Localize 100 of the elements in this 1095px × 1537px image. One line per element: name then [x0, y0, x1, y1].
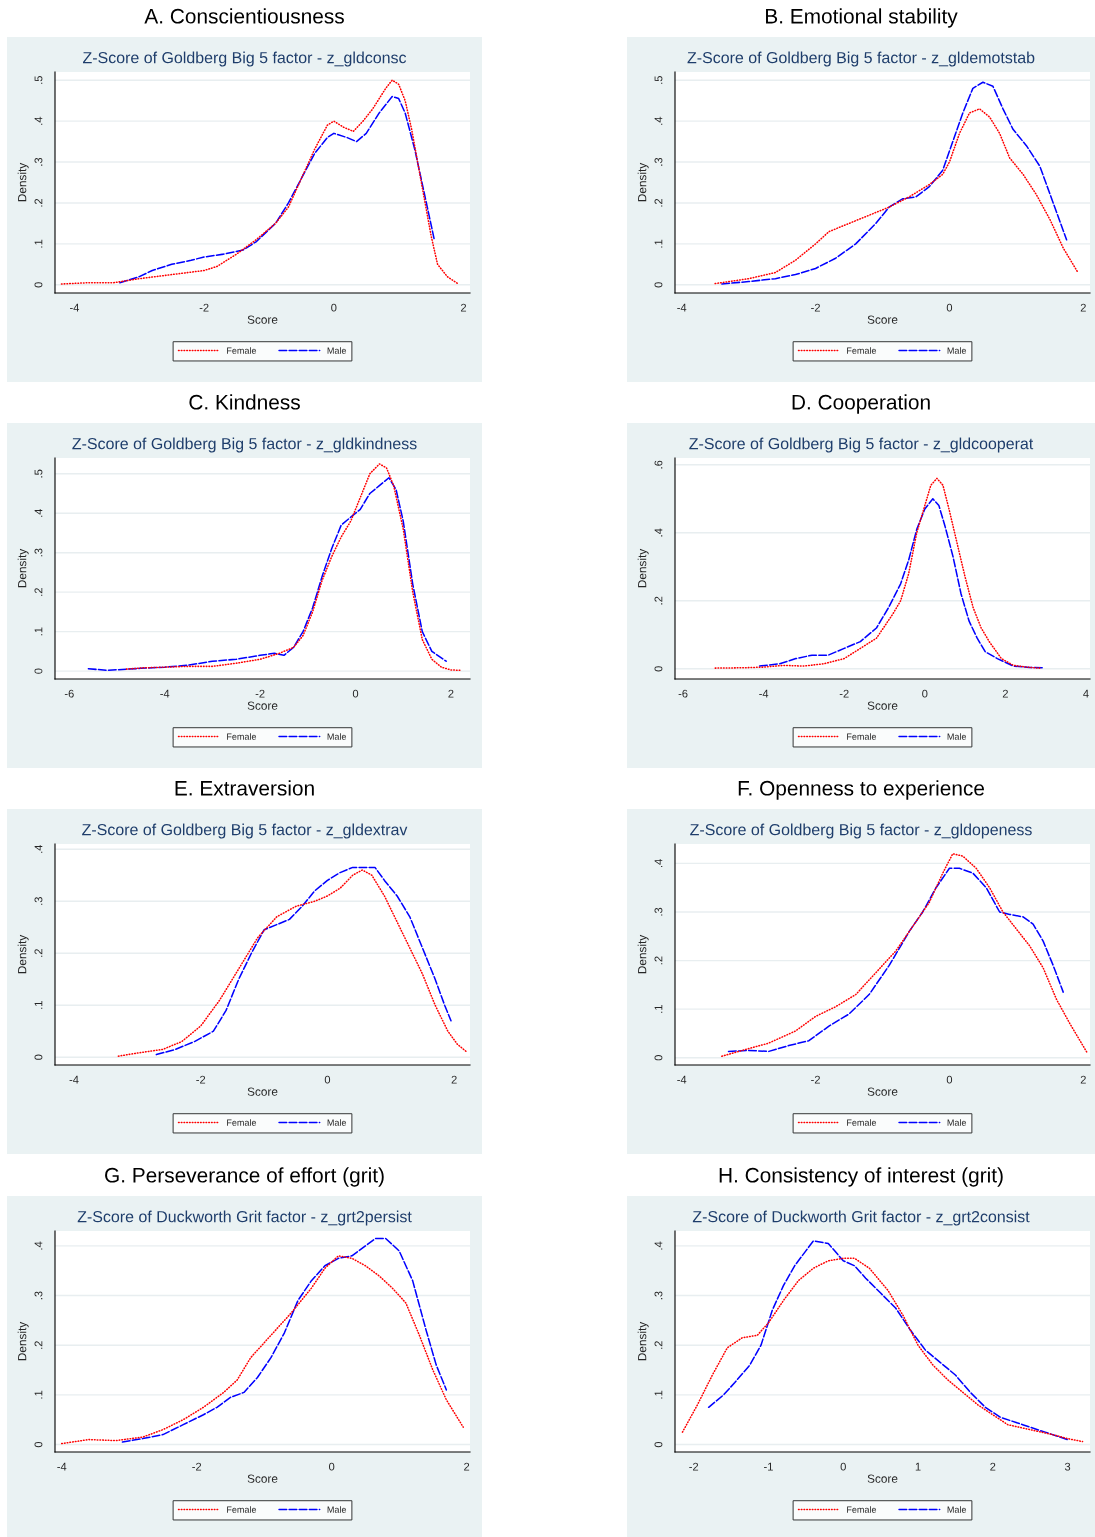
x-axis-title: Score: [867, 1087, 898, 1096]
y-tick-label: 0: [34, 668, 43, 674]
legend-label: Female: [847, 1506, 877, 1513]
y-tick-label: .6: [654, 460, 663, 469]
y-tick-label: .1: [34, 1390, 43, 1399]
chart-subtitle: Z-Score of Goldberg Big 5 factor - z_gldopeness: [690, 823, 1032, 839]
x-axis-title: Score: [247, 1087, 278, 1096]
y-tick-label: .5: [34, 469, 43, 478]
x-tick-label: -4: [57, 1462, 67, 1471]
x-tick-label: 1: [915, 1462, 921, 1471]
y-tick-label: .3: [34, 548, 43, 557]
chart-title: F. Openness to experience: [738, 780, 984, 800]
y-tick-label: .1: [34, 1001, 43, 1009]
x-tick-label: 0: [840, 1462, 846, 1471]
x-tick-label: -2: [255, 689, 265, 698]
x-tick-label: -2: [689, 1462, 699, 1471]
y-tick-label: 0: [654, 1441, 663, 1448]
x-axis-title: Score: [247, 1474, 278, 1483]
x-tick-label: -4: [759, 689, 769, 698]
y-axis-title: Density: [637, 548, 649, 588]
chart-subtitle: Z-Score of Duckworth Grit factor - z_grt2consist: [692, 1210, 1030, 1226]
legend-label: Male: [327, 1119, 347, 1126]
y-axis-title: Density: [637, 934, 649, 974]
y-tick-label: .3: [654, 157, 663, 166]
y-tick-label: .4: [34, 844, 43, 853]
legend-label: Female: [227, 733, 257, 740]
x-tick-label: 4: [1083, 689, 1089, 698]
x-tick-label: 2: [464, 1462, 470, 1471]
y-tick-label: .2: [34, 949, 43, 957]
y-tick-label: 0: [654, 666, 663, 672]
x-axis-title: Score: [867, 1474, 898, 1483]
x-tick-label: 2: [990, 1462, 996, 1471]
y-tick-label: .4: [654, 859, 663, 868]
y-tick-label: .3: [654, 1291, 663, 1300]
y-tick-label: .3: [34, 157, 43, 166]
x-tick-label: 2: [460, 303, 467, 312]
legend-label: Female: [847, 733, 877, 740]
y-tick-label: .2: [654, 198, 663, 207]
legend-label: Female: [847, 1119, 877, 1126]
chart-title: E. Extraversion: [175, 780, 314, 796]
legend-label: Male: [327, 347, 347, 354]
x-tick-label: -4: [677, 1075, 687, 1084]
x-axis-title: Score: [247, 701, 278, 710]
y-tick-label: 0: [34, 1441, 43, 1448]
legend-label: Female: [847, 347, 877, 354]
chart-title: A. Conscientiousness: [144, 8, 344, 24]
x-tick-label: 2: [448, 689, 454, 698]
x-tick-label: -2: [811, 303, 820, 312]
y-tick-label: .1: [34, 239, 43, 248]
y-tick-label: 0: [654, 282, 663, 288]
y-axis-title: Density: [637, 162, 649, 202]
x-tick-label: 0: [331, 303, 337, 312]
y-tick-label: 0: [34, 1054, 43, 1060]
chart-title: G. Perseverance of effort (grit): [105, 1167, 384, 1187]
chart-subtitle: Z-Score of Goldberg Big 5 factor - z_gldextrav: [82, 823, 408, 839]
chart-title: H. Consistency of interest (grit): [719, 1167, 1003, 1187]
x-tick-label: -4: [677, 303, 687, 312]
legend-label: Male: [947, 733, 967, 740]
x-tick-label: -2: [811, 1075, 820, 1084]
x-tick-label: 2: [1002, 689, 1008, 698]
chart-subtitle: Z-Score of Duckworth Grit factor - z_grt2persist: [77, 1210, 412, 1226]
x-tick-label: 2: [451, 1075, 457, 1084]
x-tick-label: -6: [64, 689, 74, 698]
legend-label: Female: [227, 347, 257, 354]
x-tick-label: 0: [329, 1462, 335, 1471]
legend-label: Male: [327, 1506, 347, 1513]
y-axis-title: Density: [17, 162, 29, 202]
y-tick-label: .3: [654, 907, 663, 916]
y-tick-label: .3: [34, 897, 43, 905]
y-axis-title: Density: [17, 548, 29, 588]
x-axis-title: Score: [867, 701, 898, 710]
legend-label: Female: [227, 1119, 257, 1126]
x-tick-label: 0: [352, 689, 359, 698]
x-tick-label: -4: [69, 1075, 79, 1084]
x-tick-label: -1: [764, 1462, 773, 1471]
x-tick-label: -4: [160, 689, 170, 698]
x-tick-label: -2: [192, 1462, 202, 1471]
y-tick-label: .3: [34, 1291, 43, 1300]
x-tick-label: 0: [946, 1075, 953, 1084]
y-tick-label: 0: [654, 1055, 663, 1061]
y-axis-title: Density: [17, 1321, 29, 1361]
y-tick-label: .2: [654, 956, 663, 965]
chart-title: C. Kindness: [189, 394, 300, 410]
x-tick-label: 0: [946, 303, 953, 312]
y-tick-label: .4: [34, 1241, 43, 1250]
legend-label: Male: [947, 1119, 967, 1126]
y-tick-label: .2: [34, 1341, 43, 1349]
chart-subtitle: Z-Score of Goldberg Big 5 factor - z_gldemotstab: [687, 51, 1035, 67]
x-axis-title: Score: [867, 315, 898, 324]
x-tick-label: -6: [678, 689, 688, 698]
x-tick-label: -2: [196, 1075, 206, 1084]
x-tick-label: 2: [1080, 1075, 1086, 1084]
y-tick-label: .4: [34, 508, 43, 517]
chart-title: B. Emotional stability: [766, 8, 958, 28]
x-tick-label: -2: [839, 689, 849, 698]
y-tick-label: .4: [34, 116, 43, 125]
y-tick-label: .1: [654, 1390, 663, 1399]
x-tick-label: 0: [324, 1075, 331, 1084]
chart-subtitle: Z-Score of Goldberg Big 5 factor - z_gldconsc: [83, 51, 407, 67]
chart-subtitle: Z-Score of Goldberg Big 5 factor - z_gldkindness: [72, 437, 417, 453]
